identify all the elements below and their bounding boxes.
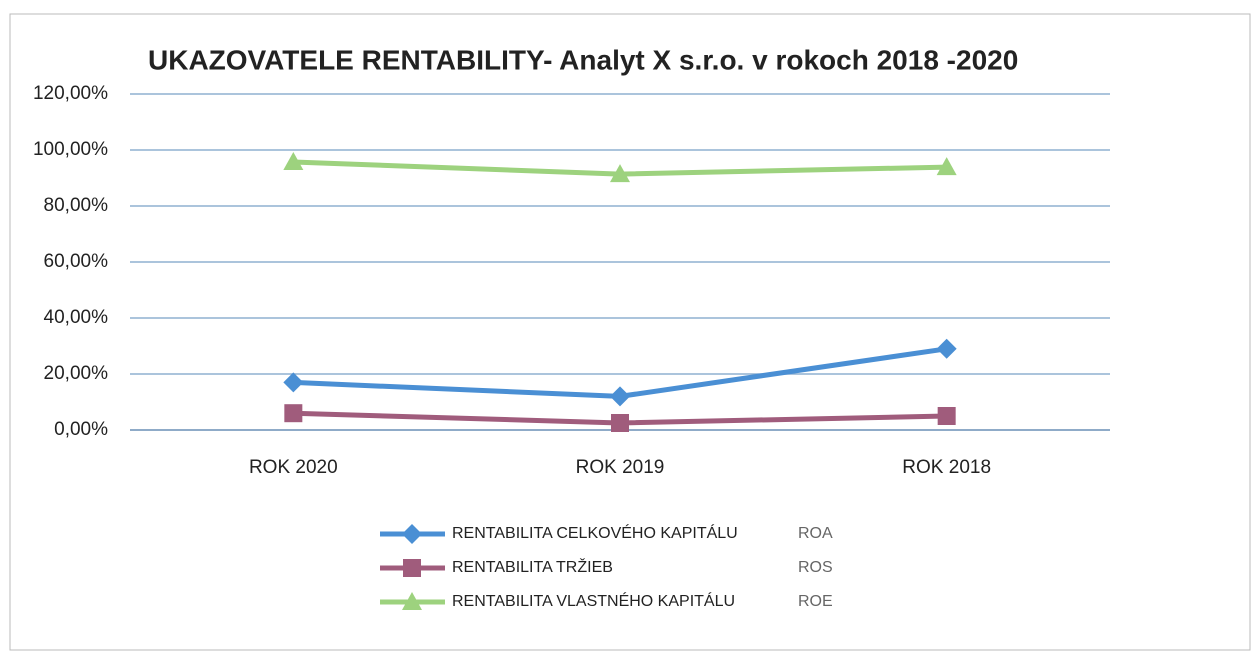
- marker: [283, 152, 304, 171]
- legend-marker: [402, 592, 422, 610]
- legend-label: RENTABILITA VLASTNÉHO KAPITÁLU: [452, 591, 735, 610]
- y-tick-label: 80,00%: [44, 195, 109, 216]
- legend-label: RENTABILITA CELKOVÉHO KAPITÁLU: [452, 523, 738, 542]
- marker: [936, 157, 957, 176]
- y-tick-label: 60,00%: [44, 251, 109, 272]
- y-tick-label: 120,00%: [33, 83, 108, 104]
- x-tick-label: ROK 2020: [249, 457, 338, 478]
- legend-marker: [402, 524, 422, 544]
- chart-title: UKAZOVATELE RENTABILITY- Analyt X s.r.o.…: [148, 44, 1018, 75]
- x-tick-label: ROK 2018: [902, 457, 991, 478]
- x-tick-label: ROK 2019: [576, 457, 665, 478]
- legend-marker: [403, 559, 421, 577]
- marker: [610, 386, 630, 407]
- marker: [283, 372, 304, 393]
- legend-code: ROA: [798, 525, 833, 542]
- legend-label: RENTABILITA TRŽIEB: [452, 557, 613, 576]
- y-tick-label: 100,00%: [33, 139, 108, 160]
- y-tick-label: 0,00%: [54, 419, 108, 440]
- y-tick-label: 20,00%: [44, 363, 109, 384]
- marker: [610, 164, 630, 183]
- legend-code: ROS: [798, 559, 833, 576]
- marker: [937, 407, 956, 425]
- marker: [611, 414, 629, 432]
- y-tick-label: 40,00%: [44, 307, 109, 328]
- marker: [936, 338, 957, 359]
- legend-code: ROE: [798, 593, 833, 610]
- marker: [284, 404, 303, 423]
- chart-frame: [9, 13, 1251, 651]
